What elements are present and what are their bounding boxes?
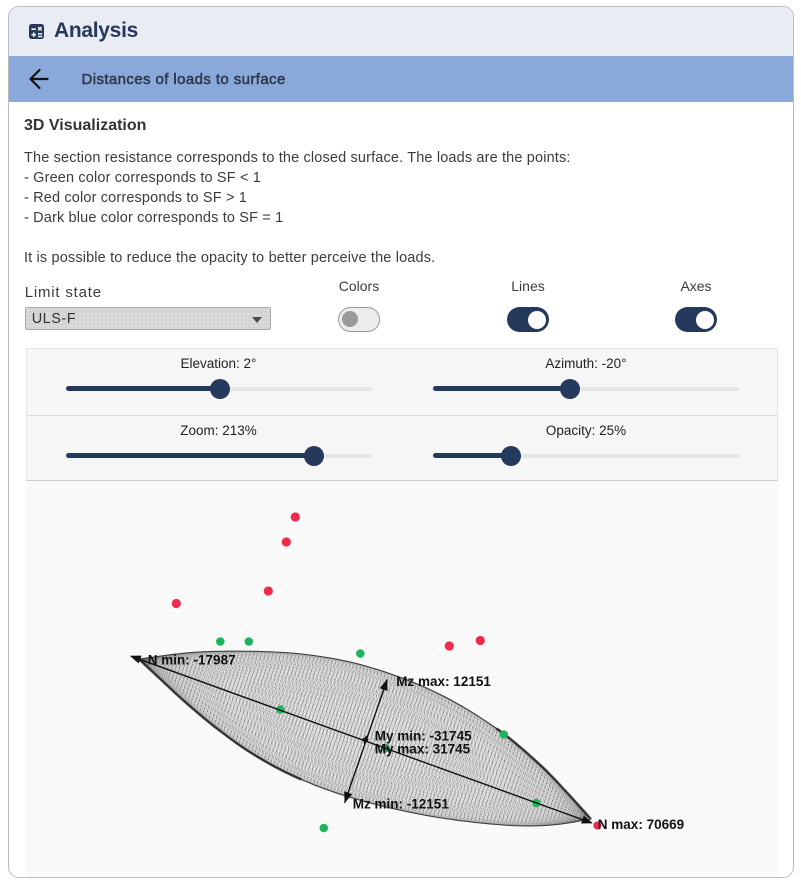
svg-text:Mz min: -12151: Mz min: -12151 — [352, 796, 449, 811]
svg-text:My min: -31745: My min: -31745 — [374, 728, 471, 743]
svg-text:N min: -17987: N min: -17987 — [147, 652, 235, 667]
svg-text:N max: 70669: N max: 70669 — [597, 817, 683, 832]
svg-text:My max: 31745: My max: 31745 — [374, 741, 470, 756]
svg-text:Mz max: 12151: Mz max: 12151 — [396, 674, 491, 689]
